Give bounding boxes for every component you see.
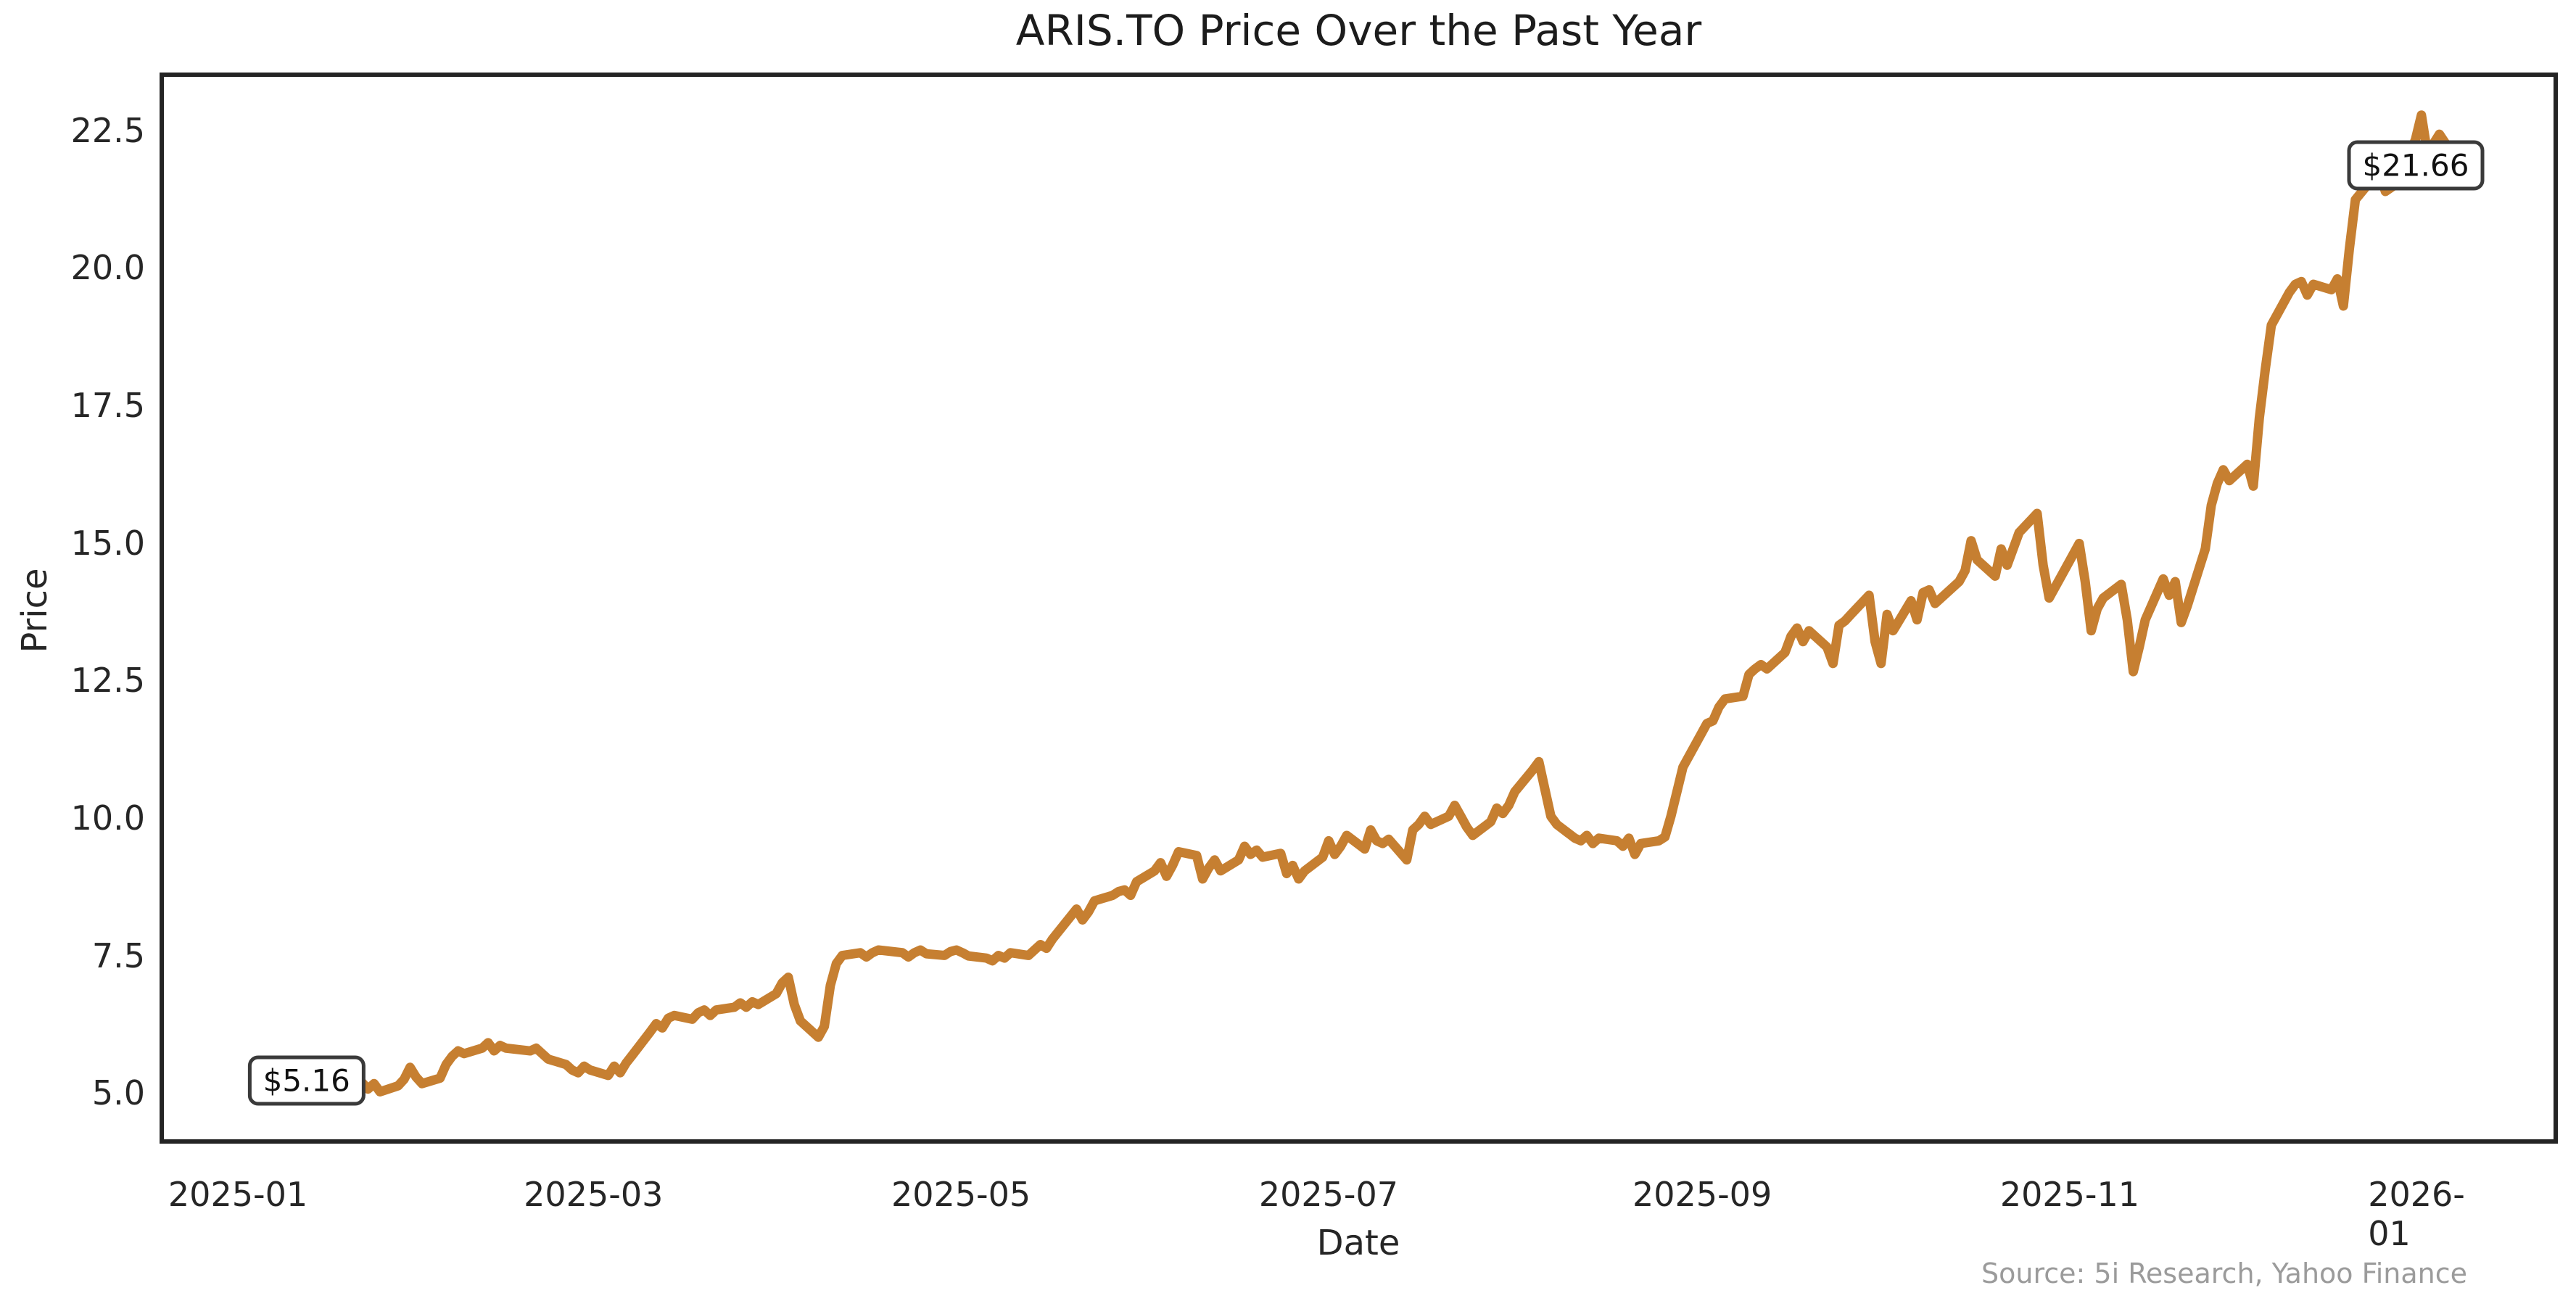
y-tick-label: 10.0 [70,798,145,838]
price-line [309,110,2480,1097]
y-tick-label: 22.5 [70,110,145,150]
y-tick-label: 7.5 [91,936,145,975]
x-tick-label: 2026-01 [2368,1175,2465,1253]
x-tick-label: 2025-03 [524,1175,664,1214]
x-tick-label: 2025-05 [891,1175,1031,1214]
y-axis-label: Price [15,568,55,653]
annotation-end-price: $21.66 [2347,140,2485,191]
source-note: Source: 5i Research, Yahoo Finance [1981,1258,2467,1289]
x-tick-label: 2025-09 [1632,1175,1772,1214]
plot-area [160,73,2558,1144]
price-line-svg [309,110,2480,1097]
y-tick-label: 20.0 [70,248,145,288]
chart-title: ARIS.TO Price Over the Past Year [1015,6,1702,55]
y-tick-label: 15.0 [70,523,145,563]
y-tick-label: 12.5 [70,661,145,701]
x-tick-label: 2025-11 [1999,1175,2140,1214]
annotation-start-price: $5.16 [247,1055,366,1106]
x-tick-label: 2025-07 [1258,1175,1399,1214]
y-tick-label: 17.5 [70,385,145,425]
x-tick-label: 2025-01 [168,1175,308,1214]
x-axis-label: Date [1316,1223,1400,1263]
y-tick-label: 5.0 [91,1073,145,1113]
